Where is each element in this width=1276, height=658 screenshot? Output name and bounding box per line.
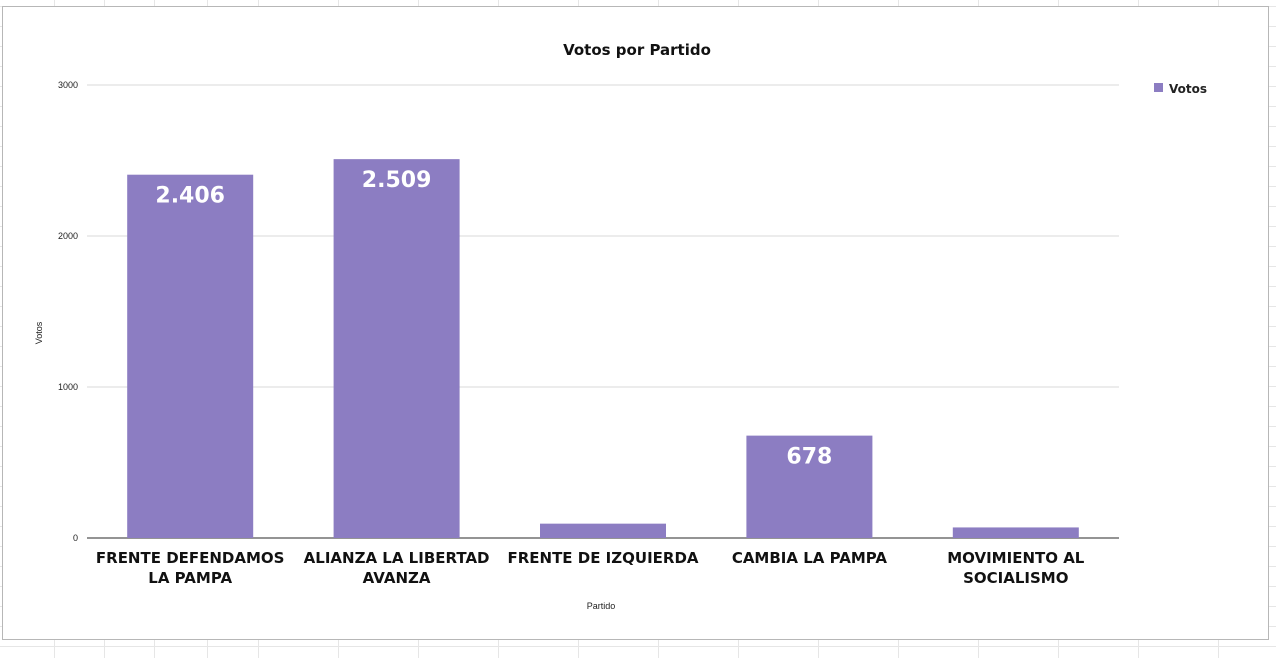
legend: Votos	[1154, 82, 1207, 96]
x-tick-label: CAMBIA LA PAMPA	[732, 549, 888, 567]
data-label: 678	[786, 445, 832, 470]
y-axis-title: Votos	[34, 321, 44, 344]
legend-label: Votos	[1169, 82, 1207, 96]
x-axis-title: Partido	[587, 601, 616, 611]
legend-swatch	[1154, 83, 1163, 92]
x-tick-label: LA PAMPA	[148, 569, 232, 587]
bar-4[interactable]	[952, 527, 1079, 538]
bar-2[interactable]	[540, 523, 666, 538]
bar-chart: Votos por Partido Votos Partido Votos 0 1…	[34, 41, 1207, 611]
bar-1[interactable]	[333, 159, 460, 539]
x-tick-label: ALIANZA LA LIBERTAD	[304, 549, 490, 567]
x-tick-label: SOCIALISMO	[963, 569, 1068, 587]
data-label: 2.406	[155, 184, 225, 209]
chart-container[interactable]: Votos por Partido Votos Partido Votos 0 1…	[2, 6, 1269, 640]
x-tick-label: FRENTE DE IZQUIERDA	[507, 549, 698, 567]
x-tick-label: MOVIMIENTO AL	[947, 549, 1085, 567]
bar-3[interactable]	[746, 435, 873, 538]
y-tick-label: 2000	[58, 231, 78, 241]
y-tick-label: 3000	[58, 80, 78, 90]
data-label: 2.509	[362, 168, 432, 193]
x-tick-label: AVANZA	[363, 569, 431, 587]
x-tick-label: FRENTE DEFENDAMOS	[96, 549, 285, 567]
y-tick-label: 0	[73, 533, 78, 543]
bar-0[interactable]	[127, 174, 254, 538]
chart-title: Votos por Partido	[563, 41, 711, 59]
y-tick-label: 1000	[58, 382, 78, 392]
